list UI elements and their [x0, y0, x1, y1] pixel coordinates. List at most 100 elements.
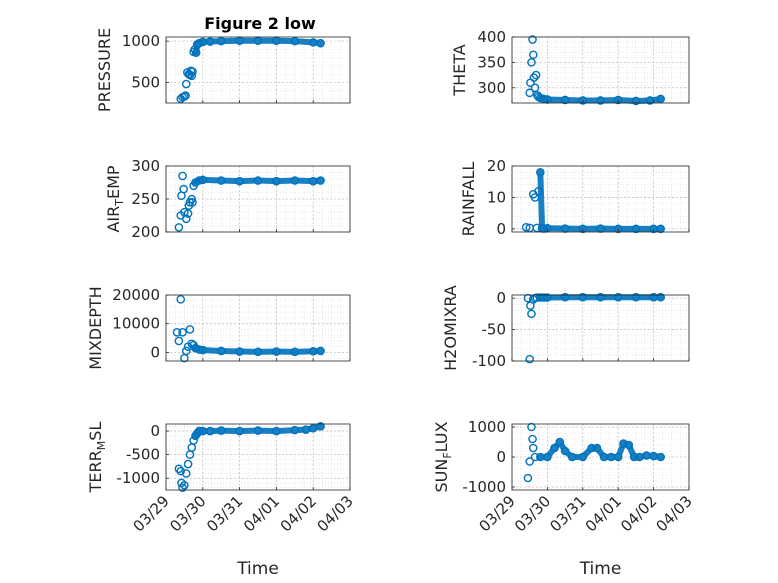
- subplot-theta: 300 350 400 THETA: [450, 28, 690, 106]
- data-point: [181, 469, 191, 478]
- y-tick-label: 10000: [112, 315, 160, 333]
- y-tick-label: 300: [131, 157, 160, 175]
- y-tick-label: 400: [477, 28, 506, 46]
- y-axis-label-part: AIR: [104, 206, 123, 233]
- data-point: [527, 58, 536, 67]
- data-point: [528, 434, 537, 444]
- x-tick-label: 04/01: [240, 492, 283, 535]
- x-tick-label: 04/02: [617, 492, 660, 535]
- x-tick-label: 03/30: [511, 492, 554, 535]
- x-tick-label: 04/03: [653, 492, 696, 535]
- subplot-sun-flux: -100001000SUNFLUX03/2903/3003/3104/0104/…: [432, 418, 696, 579]
- data-point: [181, 214, 191, 224]
- y-axis-label: SUNFLUX: [432, 421, 454, 492]
- subplot-h2omixra: -100 -50 0 H2OMIXRA: [441, 285, 690, 371]
- y-axis-label-part: TERR: [86, 450, 105, 493]
- subplot-terr-msl: -1000-5000TERRMSL03/2903/3003/3104/0104/…: [86, 422, 357, 579]
- y-tick-label: 200: [131, 223, 160, 241]
- y-axis-label: TERRMSL: [86, 422, 108, 494]
- y-tick-label: 250: [131, 190, 160, 208]
- axes-frame: [165, 36, 351, 104]
- y-tick-label: 20: [487, 157, 506, 175]
- data-point: [180, 480, 189, 490]
- y-axis-label-part: H2OMIXRA: [441, 285, 460, 371]
- series-line: [537, 439, 664, 460]
- y-axis-label-part: MIXDEPTH: [86, 286, 105, 369]
- y-tick-label: 1000: [468, 418, 506, 436]
- subplot-mixdepth: 0 10000 20000 MIXDEPTH: [86, 286, 351, 370]
- series-line: [193, 37, 324, 56]
- x-axis-label: Time: [579, 559, 622, 579]
- y-axis-label: THETA: [450, 44, 469, 96]
- y-axis-label-part: PRESSURE: [95, 28, 114, 112]
- data-point: [176, 295, 186, 304]
- data-point: [525, 457, 535, 466]
- y-axis-label-part: SUN: [432, 459, 451, 493]
- data-point: [185, 325, 195, 334]
- y-axis-label-part: EMP: [104, 165, 123, 199]
- data-point: [181, 91, 190, 100]
- series-line: [192, 176, 324, 186]
- data-point: [529, 73, 539, 82]
- y-tick-label: -50: [482, 321, 507, 339]
- y-axis-label-subscript: M: [95, 441, 108, 451]
- x-tick-label: 04/02: [277, 492, 320, 535]
- x-tick-label: 04/03: [314, 492, 357, 535]
- x-tick-label: 04/01: [582, 492, 625, 535]
- y-axis-label-part: THETA: [450, 44, 469, 96]
- data-point: [528, 50, 538, 60]
- y-axis-label: H2OMIXRA: [441, 285, 460, 371]
- data-point: [188, 67, 197, 76]
- subplot-pressure: 500 1000 PRESSURE: [95, 28, 351, 112]
- y-axis-label: AIRTEMP: [104, 165, 126, 232]
- x-tick-label: 03/29: [130, 492, 173, 535]
- data-point: [525, 88, 535, 98]
- y-tick-label: 0: [150, 422, 160, 440]
- data-point: [183, 209, 193, 218]
- axes-frame: [511, 165, 690, 233]
- x-tick-label: 03/30: [166, 492, 209, 535]
- y-axis-label: RAINFALL: [459, 162, 478, 237]
- y-tick-label: -500: [126, 446, 160, 464]
- y-axis-label-part: RAINFALL: [459, 162, 478, 237]
- y-tick-label: -100: [472, 352, 506, 370]
- y-tick-label: 10: [487, 188, 506, 206]
- figure-title: Figure 2 low: [204, 14, 316, 33]
- y-tick-label: 1000: [122, 32, 160, 50]
- y-axis-label-part: SL: [86, 422, 105, 441]
- data-point: [523, 473, 533, 483]
- data-point: [527, 309, 536, 319]
- axes-frame: [165, 294, 351, 362]
- data-point: [528, 443, 538, 453]
- data-point: [181, 346, 191, 356]
- data-point: [521, 222, 531, 232]
- data-point: [174, 336, 184, 346]
- x-tick-label: 03/29: [476, 492, 519, 535]
- subplot-rainfall: 0 10 20 RAINFALL: [459, 157, 690, 238]
- y-axis-label: MIXDEPTH: [86, 286, 105, 369]
- y-axis-label-part: LUX: [432, 421, 451, 452]
- data-point: [531, 70, 541, 80]
- series-line: [537, 169, 664, 232]
- subplot-air-temp: 200 250 300 AIRTEMP: [104, 157, 351, 241]
- data-point: [183, 459, 193, 469]
- y-tick-label: 0: [496, 220, 506, 238]
- data-point: [188, 197, 197, 207]
- y-tick-label: 300: [477, 79, 506, 97]
- y-tick-label: -1000: [462, 478, 506, 496]
- data-point: [530, 83, 540, 93]
- y-axis-label-subscript: T: [113, 199, 126, 207]
- y-tick-label: 0: [150, 343, 160, 361]
- data-point: [527, 422, 536, 432]
- data-point: [174, 223, 184, 232]
- y-tick-label: 500: [131, 73, 160, 91]
- y-axis-label-subscript: F: [441, 452, 454, 458]
- series-line: [192, 423, 324, 439]
- series-line: [192, 345, 324, 355]
- data-point: [178, 328, 187, 337]
- axes-frame: [511, 294, 690, 362]
- series-line: [537, 94, 664, 104]
- data-point: [181, 79, 191, 89]
- data-point: [174, 464, 184, 474]
